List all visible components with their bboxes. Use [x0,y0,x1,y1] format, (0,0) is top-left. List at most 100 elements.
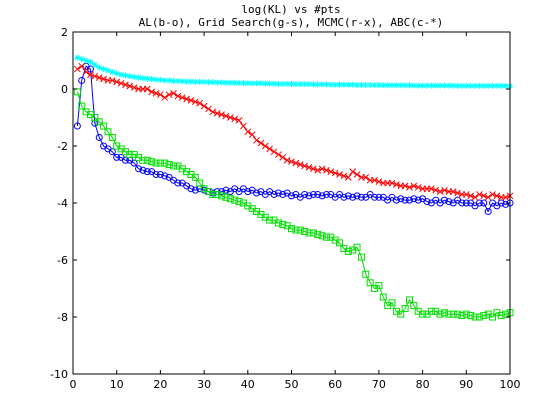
data-point [454,82,461,89]
data-point [161,94,169,101]
data-point [467,192,475,200]
data-point [414,183,422,191]
data-point [327,81,334,88]
data-point [489,313,497,321]
data-point [126,73,133,80]
series-star [74,54,513,90]
data-point [174,179,182,187]
data-point [336,171,343,178]
data-point [480,82,487,89]
data-point [108,133,116,141]
x-tick-label: 60 [328,378,342,391]
data-point [121,156,129,164]
data-point [73,88,81,96]
data-point [117,79,125,87]
data-point [449,310,457,318]
data-point [349,168,357,176]
data-point [87,58,94,65]
data-point [436,310,444,318]
data-point [388,179,396,187]
data-point [309,165,317,173]
data-point [196,78,203,85]
data-point [148,88,156,96]
data-point [371,176,378,184]
data-point [166,77,173,84]
data-point [148,158,156,166]
data-point [305,192,313,200]
data-point [410,302,418,310]
data-point [270,190,278,198]
data-point [366,279,374,287]
data-point [122,72,129,79]
data-point [95,118,103,126]
data-point [279,190,287,198]
chart-subtitle: AL(b-o), Grid Search(g-s), MCMC(r-x), AB… [139,16,444,29]
data-point [362,270,370,278]
data-point [331,169,339,177]
data-point [322,190,330,198]
data-point [113,153,121,161]
data-point [406,82,413,89]
data-point [375,178,383,185]
data-point [423,198,431,206]
data-point [476,191,483,198]
data-point [445,82,452,89]
data-point [432,186,440,194]
data-point [130,159,138,167]
data-point [437,82,444,89]
data-point [297,81,304,88]
data-point [497,312,505,320]
data-point [244,188,252,196]
series-line [76,91,511,318]
data-point [100,122,108,130]
data-point [462,310,470,318]
data-point [131,74,138,81]
data-point [135,165,143,173]
data-point [309,190,317,198]
data-point [144,75,151,82]
data-point [371,82,378,89]
data-point [440,196,448,204]
data-point [327,168,335,176]
data-point [427,307,435,315]
data-point [170,78,177,85]
data-point [244,80,251,87]
data-point [458,199,466,207]
data-point [336,81,343,88]
y-tick-label: -8 [57,311,68,324]
data-point [314,230,322,238]
data-point [467,82,474,89]
data-point [314,166,322,174]
data-point [349,193,357,201]
data-point [367,82,374,89]
data-point [318,192,326,200]
data-point [152,171,160,178]
data-point [143,85,151,93]
data-point [450,82,457,89]
data-point [165,161,173,169]
data-point [274,189,282,197]
data-point [502,310,510,318]
data-point [405,296,413,304]
data-point [493,82,500,89]
y-tick-label: -6 [57,254,68,267]
data-point [100,66,107,73]
data-point [213,190,221,198]
data-point [502,200,510,208]
data-point [187,78,194,85]
data-point [401,196,409,204]
data-point [288,158,295,166]
data-point [323,81,330,88]
data-point [441,82,448,89]
data-point [143,168,151,176]
data-point [257,139,265,147]
data-point [214,79,221,86]
data-point [410,195,418,203]
data-point [170,162,178,170]
data-point [484,208,492,216]
data-point [161,159,169,167]
x-tick-label: 80 [416,378,430,391]
data-point [231,79,238,86]
data-point [362,173,370,181]
